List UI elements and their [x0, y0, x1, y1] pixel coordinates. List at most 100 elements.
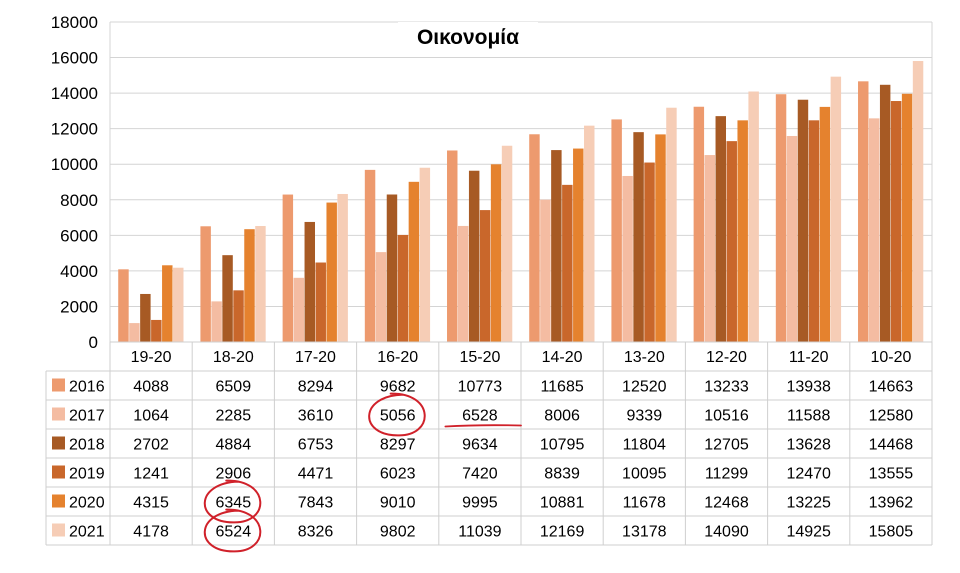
category-label: 19-20 [131, 349, 172, 366]
table-value: 6345 [216, 495, 252, 512]
table-value: 10095 [622, 466, 667, 483]
bar [611, 119, 622, 342]
bar [551, 150, 562, 342]
bar [222, 255, 233, 342]
bar [775, 94, 787, 342]
bar [868, 118, 880, 342]
table-value: 13233 [704, 379, 749, 396]
table-value: 4088 [133, 379, 169, 396]
bar [693, 106, 705, 342]
legend-key [52, 523, 65, 537]
y-tick-label: 16000 [51, 49, 98, 68]
bar [386, 194, 398, 342]
table-value: 13178 [622, 524, 667, 541]
table-value: 13225 [786, 495, 831, 512]
table-value: 8297 [380, 437, 416, 454]
legend-key [52, 407, 65, 421]
table-value: 13938 [786, 379, 831, 396]
table-value: 8294 [298, 379, 334, 396]
category-label: 13-20 [624, 349, 665, 366]
bar [490, 164, 502, 342]
bar [786, 135, 798, 342]
y-tick-label: 18000 [51, 13, 98, 32]
bar [364, 169, 376, 342]
bar [397, 234, 409, 342]
table-value: 12470 [786, 466, 831, 483]
table-value: 2906 [216, 466, 252, 483]
bar [457, 225, 469, 342]
table-value: 9682 [380, 379, 416, 396]
legend-key [52, 436, 65, 450]
bar [879, 84, 891, 343]
table-value: 8326 [298, 524, 334, 541]
table-value: 1241 [133, 466, 169, 483]
bar [293, 277, 305, 342]
bar [819, 106, 831, 342]
bar [419, 167, 431, 342]
table-value: 9995 [462, 495, 498, 512]
table-value: 12580 [869, 408, 914, 425]
table-value: 8006 [544, 408, 580, 425]
bar [584, 125, 595, 342]
table-value: 12468 [704, 495, 749, 512]
table-value: 11804 [623, 437, 666, 454]
bar [233, 290, 244, 342]
bar [173, 267, 184, 342]
bar [704, 155, 716, 342]
y-tick-label: 0 [89, 333, 98, 352]
bar [797, 99, 809, 342]
table-value: 8839 [544, 466, 580, 483]
series-label: 2020 [69, 495, 105, 512]
category-label: 17-20 [295, 349, 336, 366]
bar [200, 226, 211, 342]
bar [479, 210, 491, 342]
bar [304, 221, 315, 342]
category-label: 14-20 [542, 349, 583, 366]
annotation-circle [203, 479, 262, 524]
legend-key [52, 465, 65, 479]
bar [644, 162, 655, 342]
y-tick-label: 4000 [60, 262, 98, 281]
table-value: 4471 [298, 466, 334, 483]
y-tick-label: 14000 [51, 84, 98, 103]
bars [118, 61, 924, 343]
series-label: 2016 [69, 379, 105, 396]
table-value: 15805 [869, 524, 914, 541]
bar [715, 116, 726, 342]
table-value: 4315 [133, 495, 169, 512]
y-axis-ticks: 0 2000 4000 6000 8000 10000 12000 14000 16000 180… [51, 13, 98, 352]
table-value: 7843 [298, 495, 334, 512]
table-value: 10773 [458, 379, 503, 396]
bar [375, 252, 387, 342]
category-label: 11-20 [789, 349, 829, 366]
title-backdrop [398, 22, 538, 52]
table-value: 7420 [462, 466, 498, 483]
annotations [203, 392, 522, 553]
bar [737, 120, 748, 342]
table-value: 10516 [704, 408, 749, 425]
table-value: 1064 [133, 408, 169, 425]
table-value: 9802 [380, 524, 416, 541]
bar [244, 229, 255, 342]
bar [315, 262, 326, 342]
bar [912, 61, 924, 343]
bar [726, 141, 737, 342]
y-tick-label: 6000 [60, 226, 98, 245]
legend-key [52, 494, 65, 508]
table-value: 9634 [462, 437, 498, 454]
table-value: 11299 [705, 466, 748, 483]
table-value: 11588 [787, 408, 830, 425]
y-tick-label: 12000 [51, 120, 98, 139]
table-value: 4884 [216, 437, 252, 454]
annotation-circle [203, 508, 262, 553]
bar [858, 81, 869, 342]
bar [211, 301, 222, 342]
bar [622, 175, 633, 342]
data-table: 19-20 18-20 17-20 16-20 15-20 14-20 13-20 12-20… [45, 341, 933, 546]
table-value: 2285 [216, 408, 252, 425]
category-label: 12-20 [706, 349, 747, 366]
y-tick-label: 8000 [60, 191, 98, 210]
table-value: 14663 [869, 379, 914, 396]
bar [748, 91, 759, 342]
